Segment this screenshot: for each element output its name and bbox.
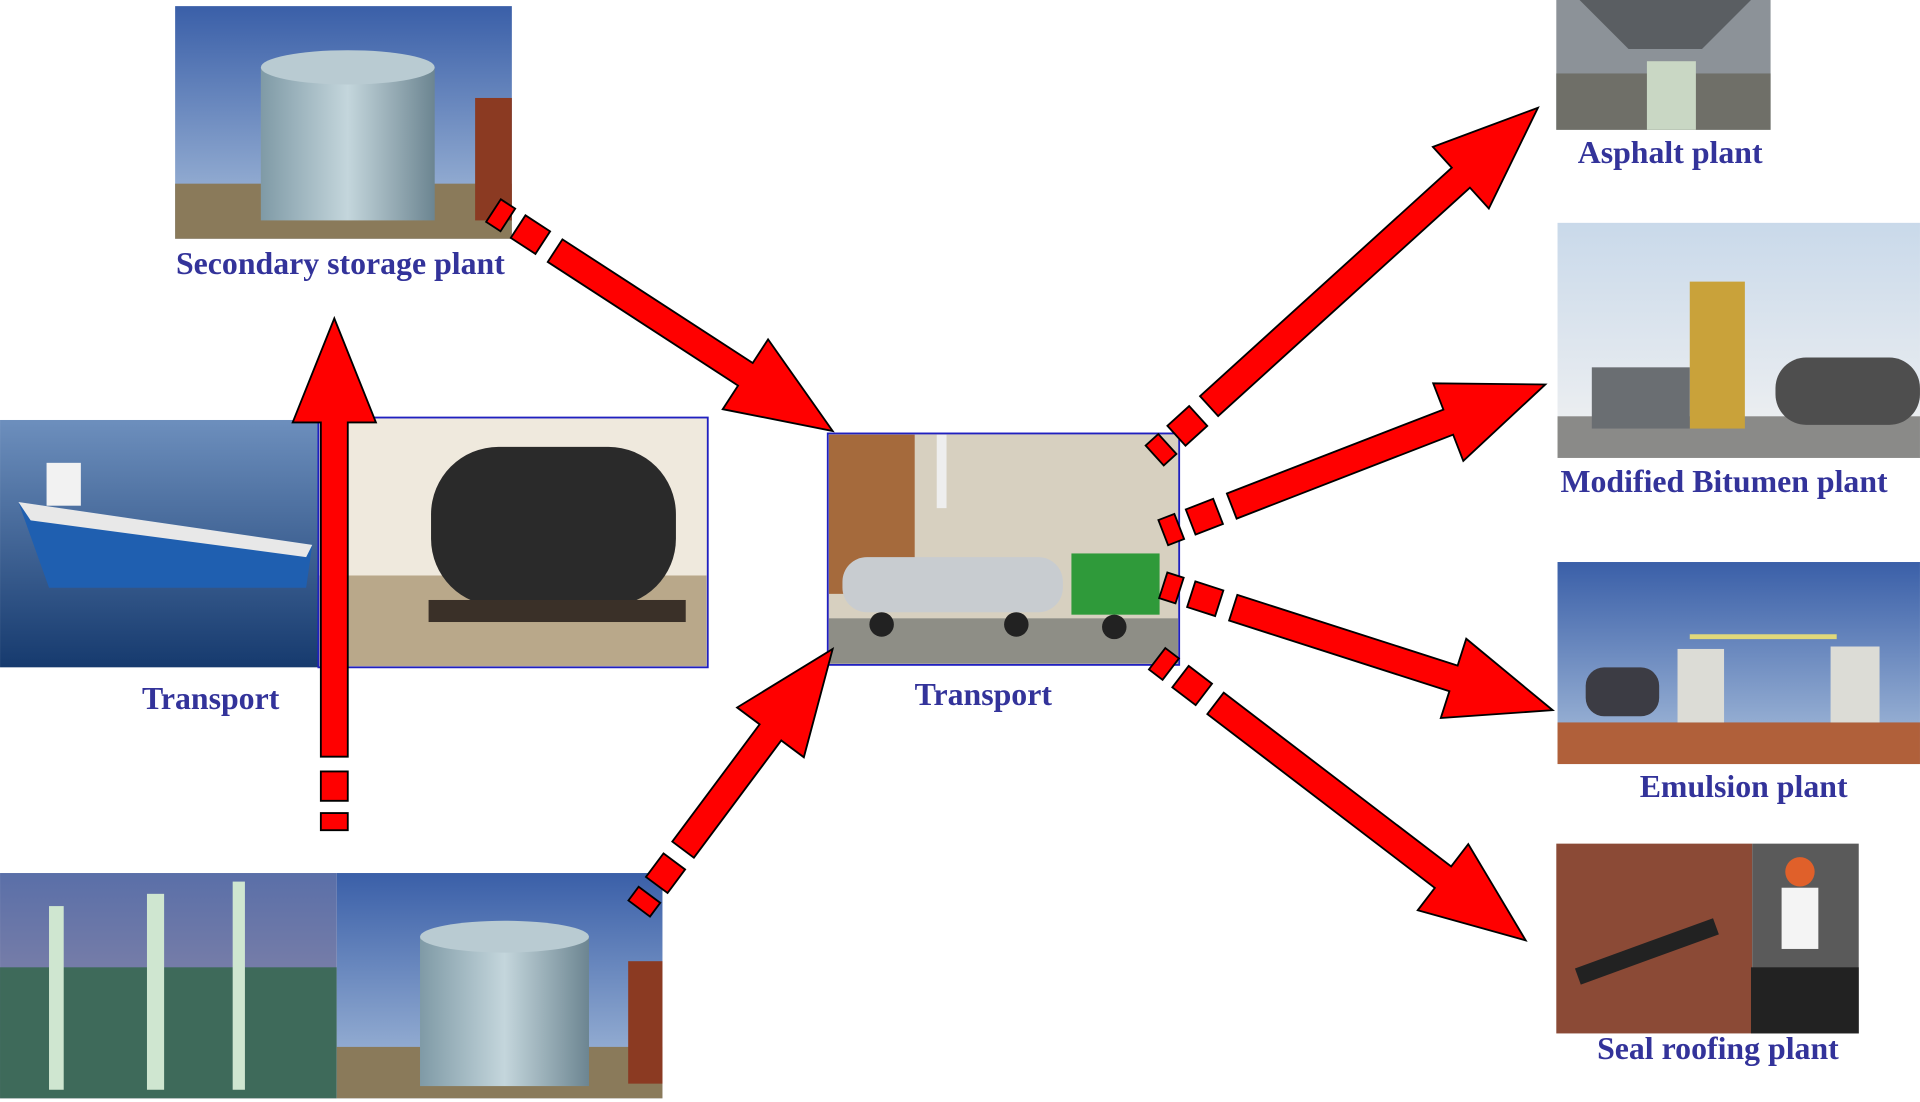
arrow-part [1186,499,1223,535]
seal-roofing-photo [1556,844,1858,1034]
arrow-part [1200,108,1538,416]
node-label: Modified Bitumen plant [1560,464,1888,499]
rail-photo [318,418,707,668]
ship-photo [0,420,318,667]
node-label: Transport [142,681,280,716]
modified-bitumen-photo [1558,223,1920,458]
arrow-part [1229,595,1553,718]
arrow-part [321,771,348,800]
arrow-part [1172,666,1212,705]
arrow-part [1187,581,1223,616]
emulsion-photo [1558,562,1920,764]
arrow-part [1207,693,1525,941]
truck-photo [828,433,1179,664]
refinery-photo [0,873,337,1098]
node-label: Emulsion plant [1640,769,1848,804]
arrow-part [321,813,348,830]
asphalt-photo [1556,0,1770,130]
page: Secondary storage plant Transport [0,0,1920,1102]
diagram: Secondary storage plant Transport [0,0,1920,1102]
arrow-part [548,239,833,431]
arrow-part [1227,383,1545,518]
storage-photo [175,6,512,239]
node-label: Transport [915,677,1053,712]
arrow-part [672,649,832,858]
tank-photo [337,873,663,1098]
node-label: Asphalt plant [1578,135,1763,170]
node-label: Secondary storage plant [176,246,505,281]
arrow-part [511,215,550,254]
node-label: Seal roofing plant [1597,1031,1839,1066]
